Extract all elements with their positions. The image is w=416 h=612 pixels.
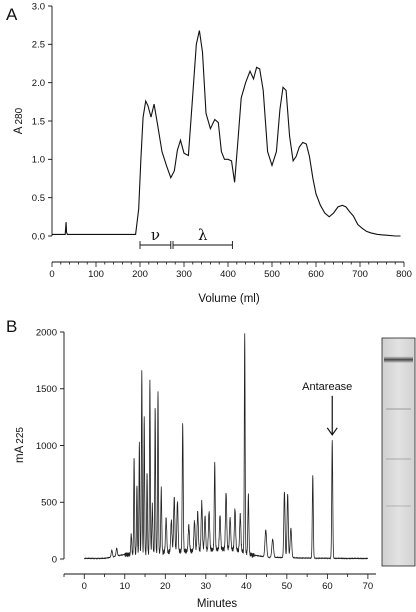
panel-a-y-tick-label: 3.0 xyxy=(32,1,45,12)
panel-a-y-tick-label: 1.0 xyxy=(32,155,45,166)
panel-b-x-label: Minutes xyxy=(197,598,238,610)
panel-a-y-tick-label: 0.0 xyxy=(32,231,45,242)
gel-lane-image xyxy=(381,337,416,567)
gel-faint-band xyxy=(386,408,411,410)
panel-a-x-axis: 0 100 200 300 400 500 600 700 800 xyxy=(49,261,412,280)
panel-a-y-tick-label: 0.5 xyxy=(32,193,45,204)
panel-a-x-label: Volume (ml) xyxy=(198,293,260,305)
panel-a-x-tick-label: 600 xyxy=(308,269,324,280)
panel-b-y-tick-label: 0 xyxy=(52,554,57,565)
fraction-label: λ xyxy=(198,226,208,244)
panel-a-letter: A xyxy=(6,5,18,24)
panel-b-x-tick-label: 10 xyxy=(119,581,130,592)
panel-b-y-tick-label: 2000 xyxy=(36,327,57,338)
gel-lane xyxy=(381,337,416,567)
antarease-label: Antarease xyxy=(302,381,352,393)
panel-b-x-tick-label: 60 xyxy=(322,581,333,592)
panel-b: B 0 500 1000 1500 2000 0 10 20 30 40 50 60 70 mA225… xyxy=(6,317,416,610)
panel-b-y-label: mA225 xyxy=(14,427,26,463)
panel-a-series-line xyxy=(52,30,401,237)
panel-a: A 0.0 0.5 1.0 1.5 2.0 2.5 3.0 0 100 200 300 400 500… xyxy=(6,1,412,305)
panel-b-x-tick-label: 20 xyxy=(160,581,171,592)
fraction-label: ν xyxy=(151,226,160,244)
panel-a-x-tick-label: 300 xyxy=(176,269,192,280)
panel-a-y-tick-label: 2.5 xyxy=(32,40,45,51)
panel-a-x-tick-label: 800 xyxy=(396,269,412,280)
panel-b-series-line xyxy=(83,333,369,560)
panel-a-x-tick-label: 400 xyxy=(220,269,236,280)
panel-a-y-tick-label: 1.5 xyxy=(32,116,45,127)
panel-a-x-tick-label: 0 xyxy=(49,269,54,280)
panel-b-x-tick-label: 30 xyxy=(201,581,212,592)
panel-b-x-tick-label: 50 xyxy=(282,581,293,592)
panel-b-y-tick-label: 1000 xyxy=(36,441,57,452)
panel-b-y-tick-label: 1500 xyxy=(36,384,57,395)
panel-a-y-tick-label: 2.0 xyxy=(32,78,45,89)
panel-b-x-axis: 0 10 20 30 40 50 60 70 xyxy=(63,573,376,592)
antarease-annotation: Antarease xyxy=(302,381,352,436)
panel-a-x-tick-label: 700 xyxy=(352,269,368,280)
gel-faint-band xyxy=(386,458,411,460)
panel-a-y-ticks: 0.0 0.5 1.0 1.5 2.0 2.5 3.0 xyxy=(32,1,52,242)
gel-faint-band xyxy=(386,505,411,507)
panel-a-y-label: A280 xyxy=(13,107,25,134)
panel-b-letter: B xyxy=(6,317,17,336)
antarease-arrow-head xyxy=(326,427,338,436)
panel-a-x-tick-label: 100 xyxy=(88,269,104,280)
panel-b-y-tick-label: 500 xyxy=(41,498,57,509)
panel-b-x-tick-label: 0 xyxy=(82,581,87,592)
panel-b-x-tick-label: 40 xyxy=(241,581,252,592)
panel-a-x-tick-label: 200 xyxy=(132,269,148,280)
panel-b-y-ticks: 0 500 1000 1500 2000 xyxy=(36,327,64,565)
panel-b-x-tick-label: 70 xyxy=(363,581,374,592)
panel-a-x-tick-label: 500 xyxy=(264,269,280,280)
gel-band xyxy=(384,356,413,363)
